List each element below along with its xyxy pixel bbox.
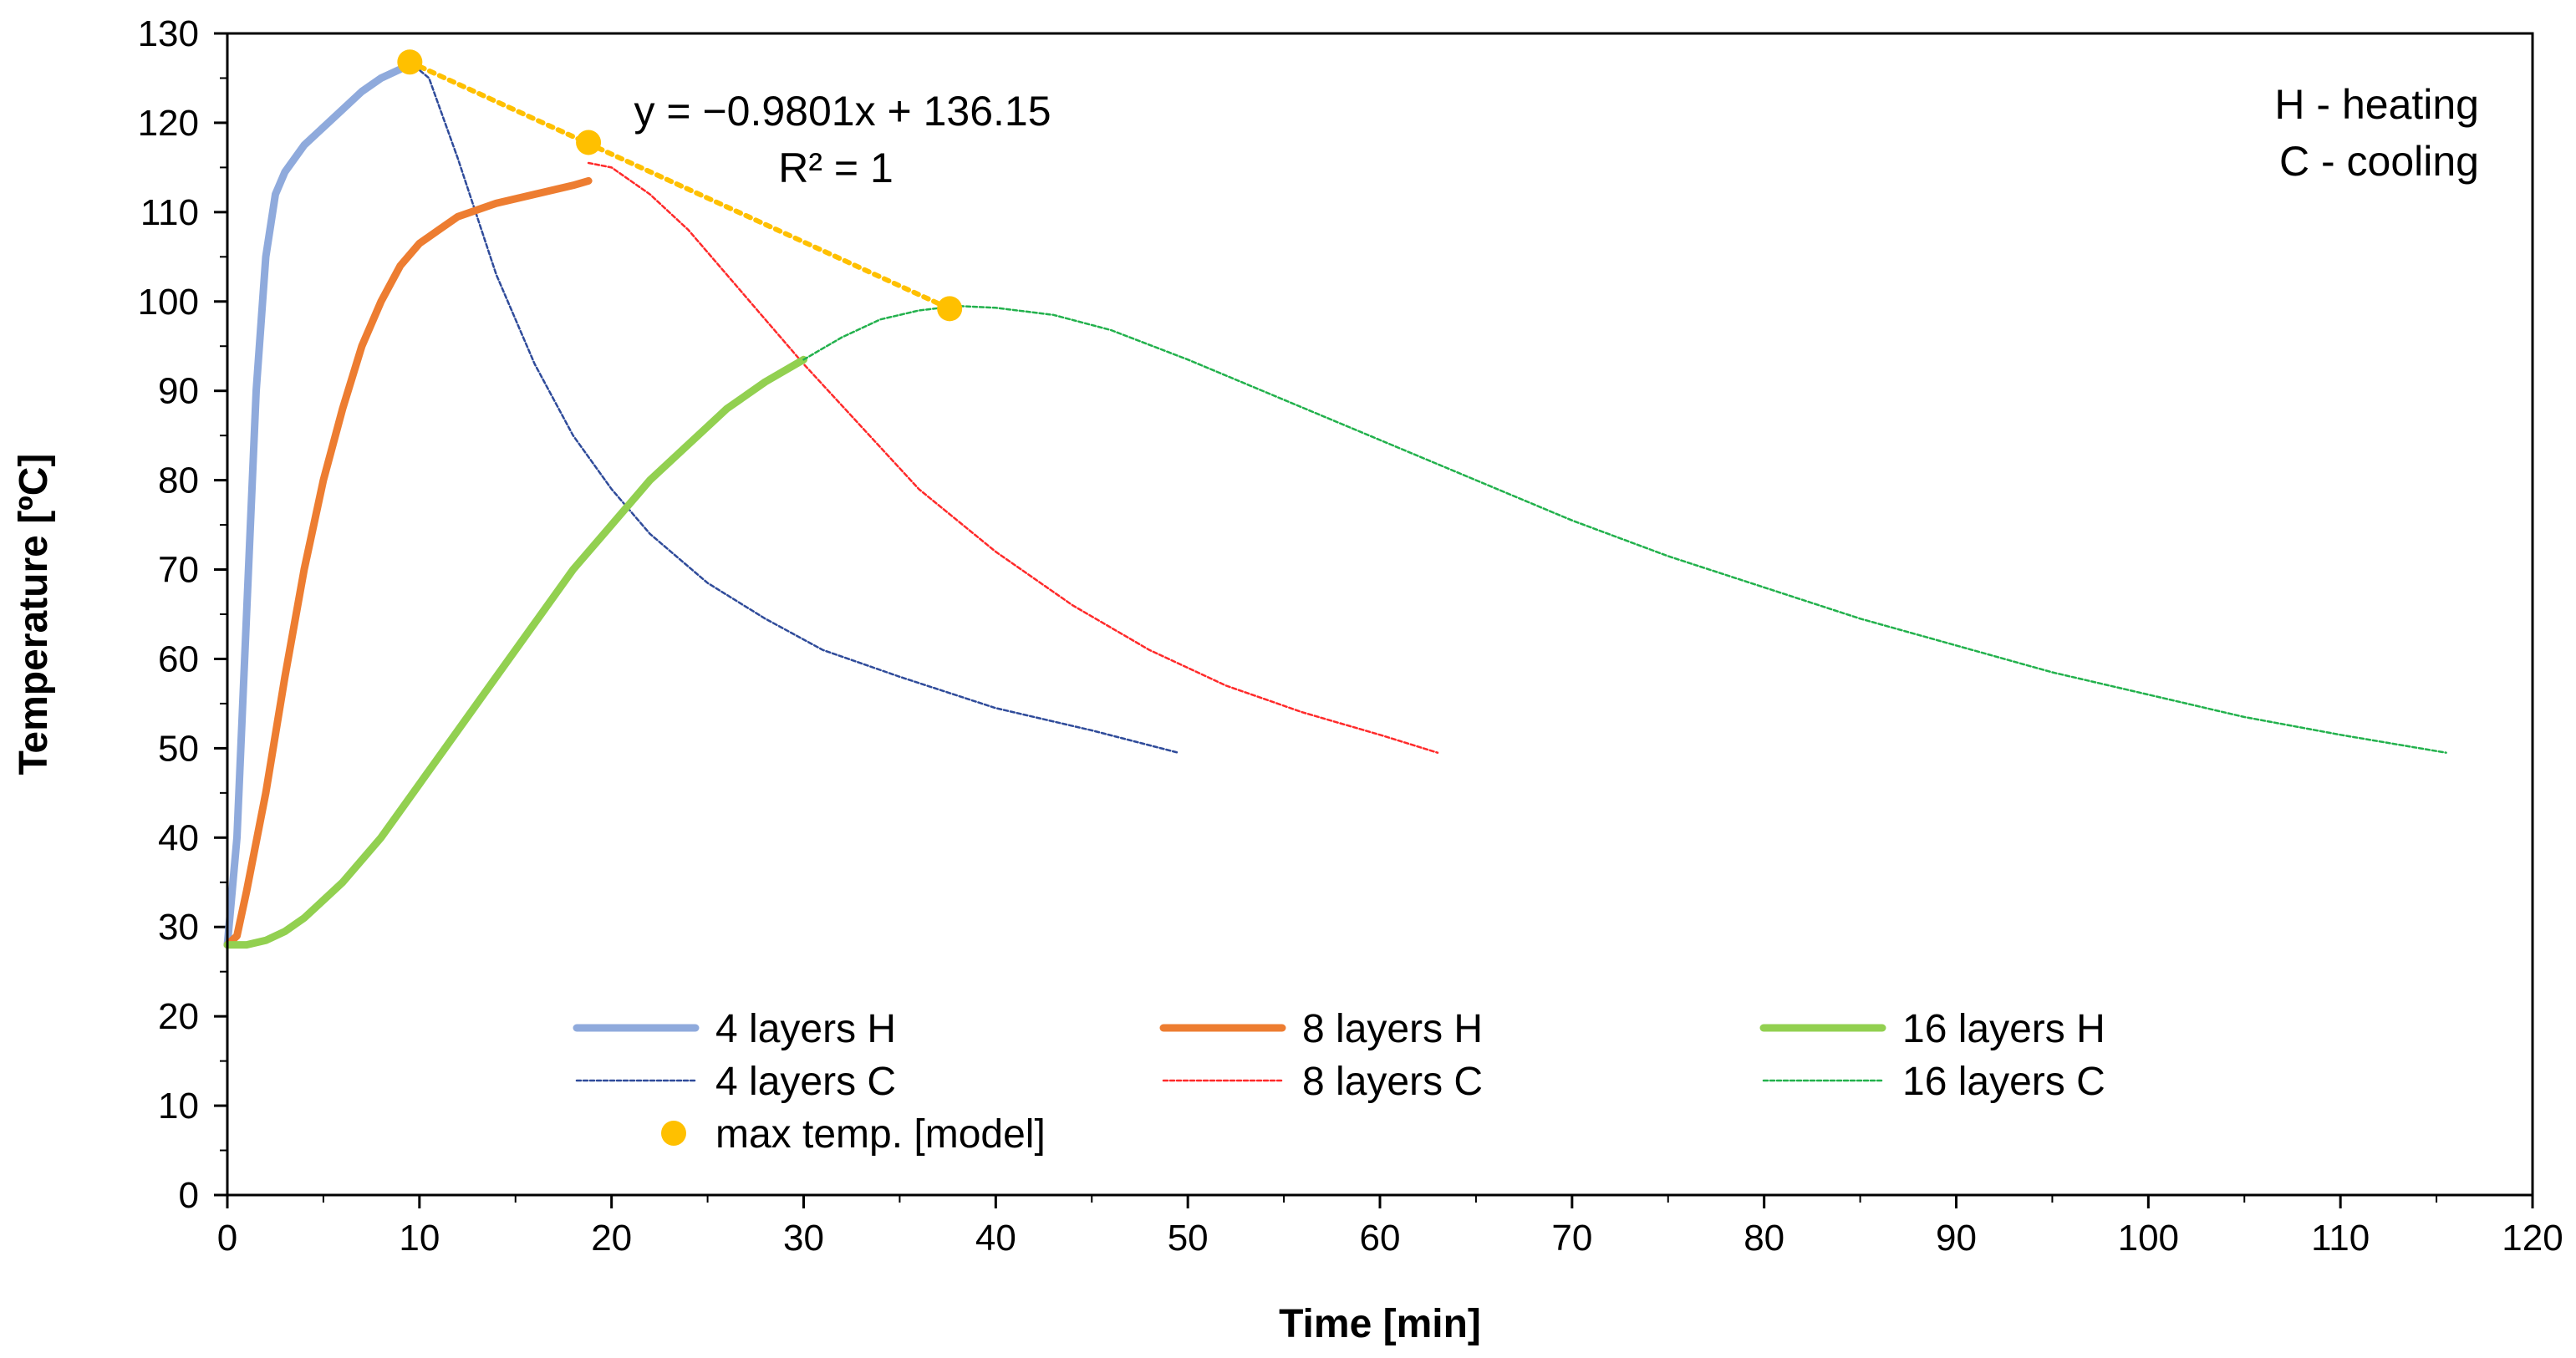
- y-tick-label: 10: [158, 1086, 199, 1127]
- x-tick-label: 70: [1551, 1218, 1592, 1259]
- y-tick-label: 60: [158, 638, 199, 679]
- x-tick-label: 30: [783, 1218, 824, 1259]
- x-axis-ticks: 0 10 20 30 40 50 60 70 80 90 100 110 120: [217, 1195, 2563, 1259]
- x-axis-title: Time [min]: [1279, 1302, 1481, 1346]
- model-points: [397, 49, 963, 322]
- legend-label: 4 layers H: [715, 1007, 896, 1051]
- y-tick-label: 80: [158, 460, 199, 501]
- plot-area: [226, 32, 2534, 1197]
- x-tick-label: 110: [2311, 1218, 2370, 1259]
- y-axis-title: Temperature [ºC]: [12, 454, 56, 776]
- y-tick-label: 40: [158, 817, 199, 858]
- y-tick-label: 30: [158, 907, 199, 948]
- series-4-layers-c: [409, 60, 1179, 754]
- y-tick-label: 100: [138, 282, 199, 323]
- x-tick-label: 50: [1168, 1218, 1209, 1259]
- series-8-layers-c: [587, 161, 1439, 754]
- y-tick-label: 20: [158, 996, 199, 1037]
- y-tick-label: 120: [138, 103, 199, 144]
- legend-label: 8 layers C: [1302, 1060, 1483, 1104]
- x-tick-label: 0: [217, 1218, 237, 1259]
- y-tick-label: 50: [158, 728, 199, 769]
- y-tick-label: 130: [138, 13, 199, 54]
- trendline-equation: y = −0.9801x + 136.15: [634, 88, 1051, 135]
- x-tick-label: 10: [399, 1218, 440, 1259]
- series-4-layers-h: [223, 58, 414, 949]
- x-tick-label: 90: [1936, 1218, 1977, 1259]
- series-layer: [223, 58, 2447, 949]
- trendline: [407, 59, 953, 312]
- x-tick-label: 20: [591, 1218, 632, 1259]
- legend-label: 16 layers H: [1902, 1007, 2105, 1051]
- model-point: [397, 49, 423, 75]
- legend-label: 8 layers H: [1302, 1007, 1483, 1051]
- legend-swatch-model: [661, 1121, 686, 1146]
- legend-label: 4 layers C: [715, 1060, 896, 1104]
- y-tick-label: 90: [158, 371, 199, 412]
- legend-label: max temp. [model]: [715, 1112, 1046, 1157]
- x-tick-label: 100: [2118, 1218, 2179, 1259]
- y-tick-label: 110: [140, 192, 199, 233]
- annotation-cooling: C - cooling: [2279, 138, 2479, 185]
- x-tick-label: 60: [1360, 1218, 1401, 1259]
- series-8-layers-h: [223, 176, 593, 949]
- x-tick-label: 120: [2502, 1218, 2563, 1259]
- y-axis-ticks: 0 10 20 30 40 50 60 70 80 90 100 110 120 130: [138, 13, 227, 1216]
- legend: 4 layers H 8 layers H 16 layers H 4 layers …: [573, 1007, 2105, 1157]
- y-tick-label: 70: [158, 550, 199, 591]
- legend-label: 16 layers C: [1902, 1060, 2105, 1104]
- annotation-heating: H - heating: [2274, 81, 2479, 128]
- model-point: [937, 296, 963, 322]
- y-tick-label: 0: [179, 1175, 199, 1216]
- x-tick-label: 40: [975, 1218, 1016, 1259]
- model-point: [576, 130, 602, 155]
- trendline-r2: R² = 1: [778, 145, 893, 191]
- series-16-layers-h: [223, 355, 807, 949]
- x-tick-label: 80: [1744, 1218, 1784, 1259]
